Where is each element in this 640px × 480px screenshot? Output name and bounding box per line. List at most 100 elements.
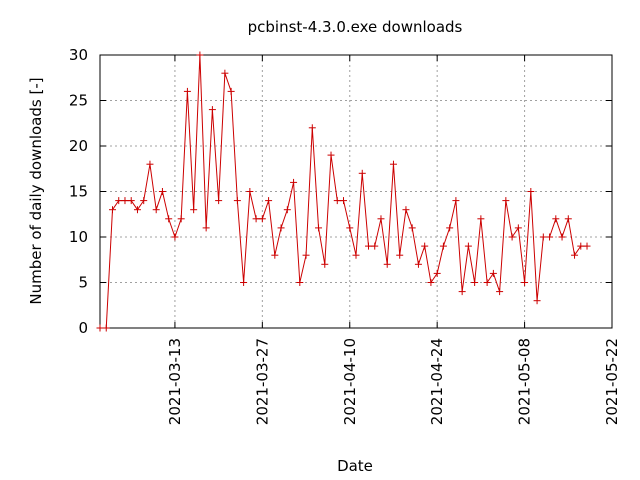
data-point [502,197,510,205]
data-point [115,197,123,205]
data-point [177,215,185,223]
data-point [340,197,348,205]
data-point [346,224,354,232]
data-point [233,197,241,205]
data-point [371,242,379,250]
data-point [564,215,572,223]
data-point [283,206,291,214]
data-point [464,242,472,250]
data-point [421,242,429,250]
data-point [458,288,466,296]
data-point [196,51,204,59]
data-point [127,197,135,205]
data-point [427,279,435,286]
chart-title: pcbinst-4.3.0.exe downloads [248,18,463,36]
grid-lines [100,55,612,328]
data-point [258,215,266,223]
data-point [402,206,410,214]
data-point [527,188,535,195]
data-point [215,197,223,205]
y-tick-label: 15 [69,183,88,201]
data-point [358,169,366,177]
data-point [514,224,522,232]
data-point [552,215,560,223]
data-point [352,251,360,259]
data-point [171,233,179,241]
data-point [496,288,504,296]
data-point [414,260,422,268]
data-point [333,197,341,205]
data-point [252,215,260,223]
data-point [364,242,372,250]
data-point [133,206,141,214]
data-point [146,160,154,168]
data-point [577,242,585,250]
data-point [190,206,198,214]
data-point [533,297,541,305]
data-point [508,233,516,241]
x-tick-labels: 2021-03-13 2021-03-27 2021-04-10 2021-04-24… [166,338,621,425]
axis-ticks [100,54,613,329]
data-point [121,197,129,205]
data-point [277,224,285,232]
data-point [521,279,529,286]
data-point [108,206,116,214]
data-point [377,215,385,223]
data-point [183,87,191,95]
data-point [477,215,485,223]
data-point [327,151,335,159]
x-tick-label: 2021-03-27 [253,338,271,425]
data-point [165,215,173,223]
data-point [433,269,441,277]
data-point [158,188,166,195]
y-axis-label: Number of daily downloads [-] [27,77,45,304]
data-point [321,260,329,268]
data-point [102,324,110,332]
data-point [302,251,310,259]
y-tick-label: 20 [69,137,88,155]
data-point [140,197,148,205]
data-point [152,206,160,214]
data-point [539,233,547,241]
data-point [96,324,104,332]
data-point [208,106,216,114]
data-point [546,233,554,241]
data-point [265,197,273,205]
data-point [558,233,566,241]
series-line [100,54,588,329]
data-point [202,224,210,232]
data-point [227,87,235,95]
data-point [315,224,323,232]
x-tick-label: 2021-03-13 [166,338,184,425]
data-point [389,160,397,168]
data-point [296,279,304,286]
x-tick-label: 2021-05-22 [603,338,621,425]
data-point [396,251,404,259]
y-tick-label: 30 [69,46,88,64]
data-point [489,269,497,277]
data-point [246,188,254,195]
y-tick-label: 0 [78,319,88,337]
data-point [483,279,491,286]
x-tick-label: 2021-05-08 [516,338,534,425]
data-point [271,251,279,259]
y-tick-label: 10 [69,228,88,246]
data-point [221,69,229,77]
data-point [446,224,454,232]
x-tick-label: 2021-04-24 [428,338,446,425]
y-tick-labels: 0 5 10 15 20 25 30 [69,46,88,337]
data-point [471,279,479,286]
data-point [383,260,391,268]
data-point [408,224,416,232]
data-point [583,242,591,250]
data-point [308,124,316,132]
series-layer [96,51,591,332]
data-point [290,178,298,186]
data-point [571,251,579,259]
data-point [439,242,447,250]
data-point [240,279,248,286]
y-tick-label: 25 [69,92,88,110]
x-axis-label: Date [337,457,373,475]
y-tick-label: 5 [78,274,88,292]
